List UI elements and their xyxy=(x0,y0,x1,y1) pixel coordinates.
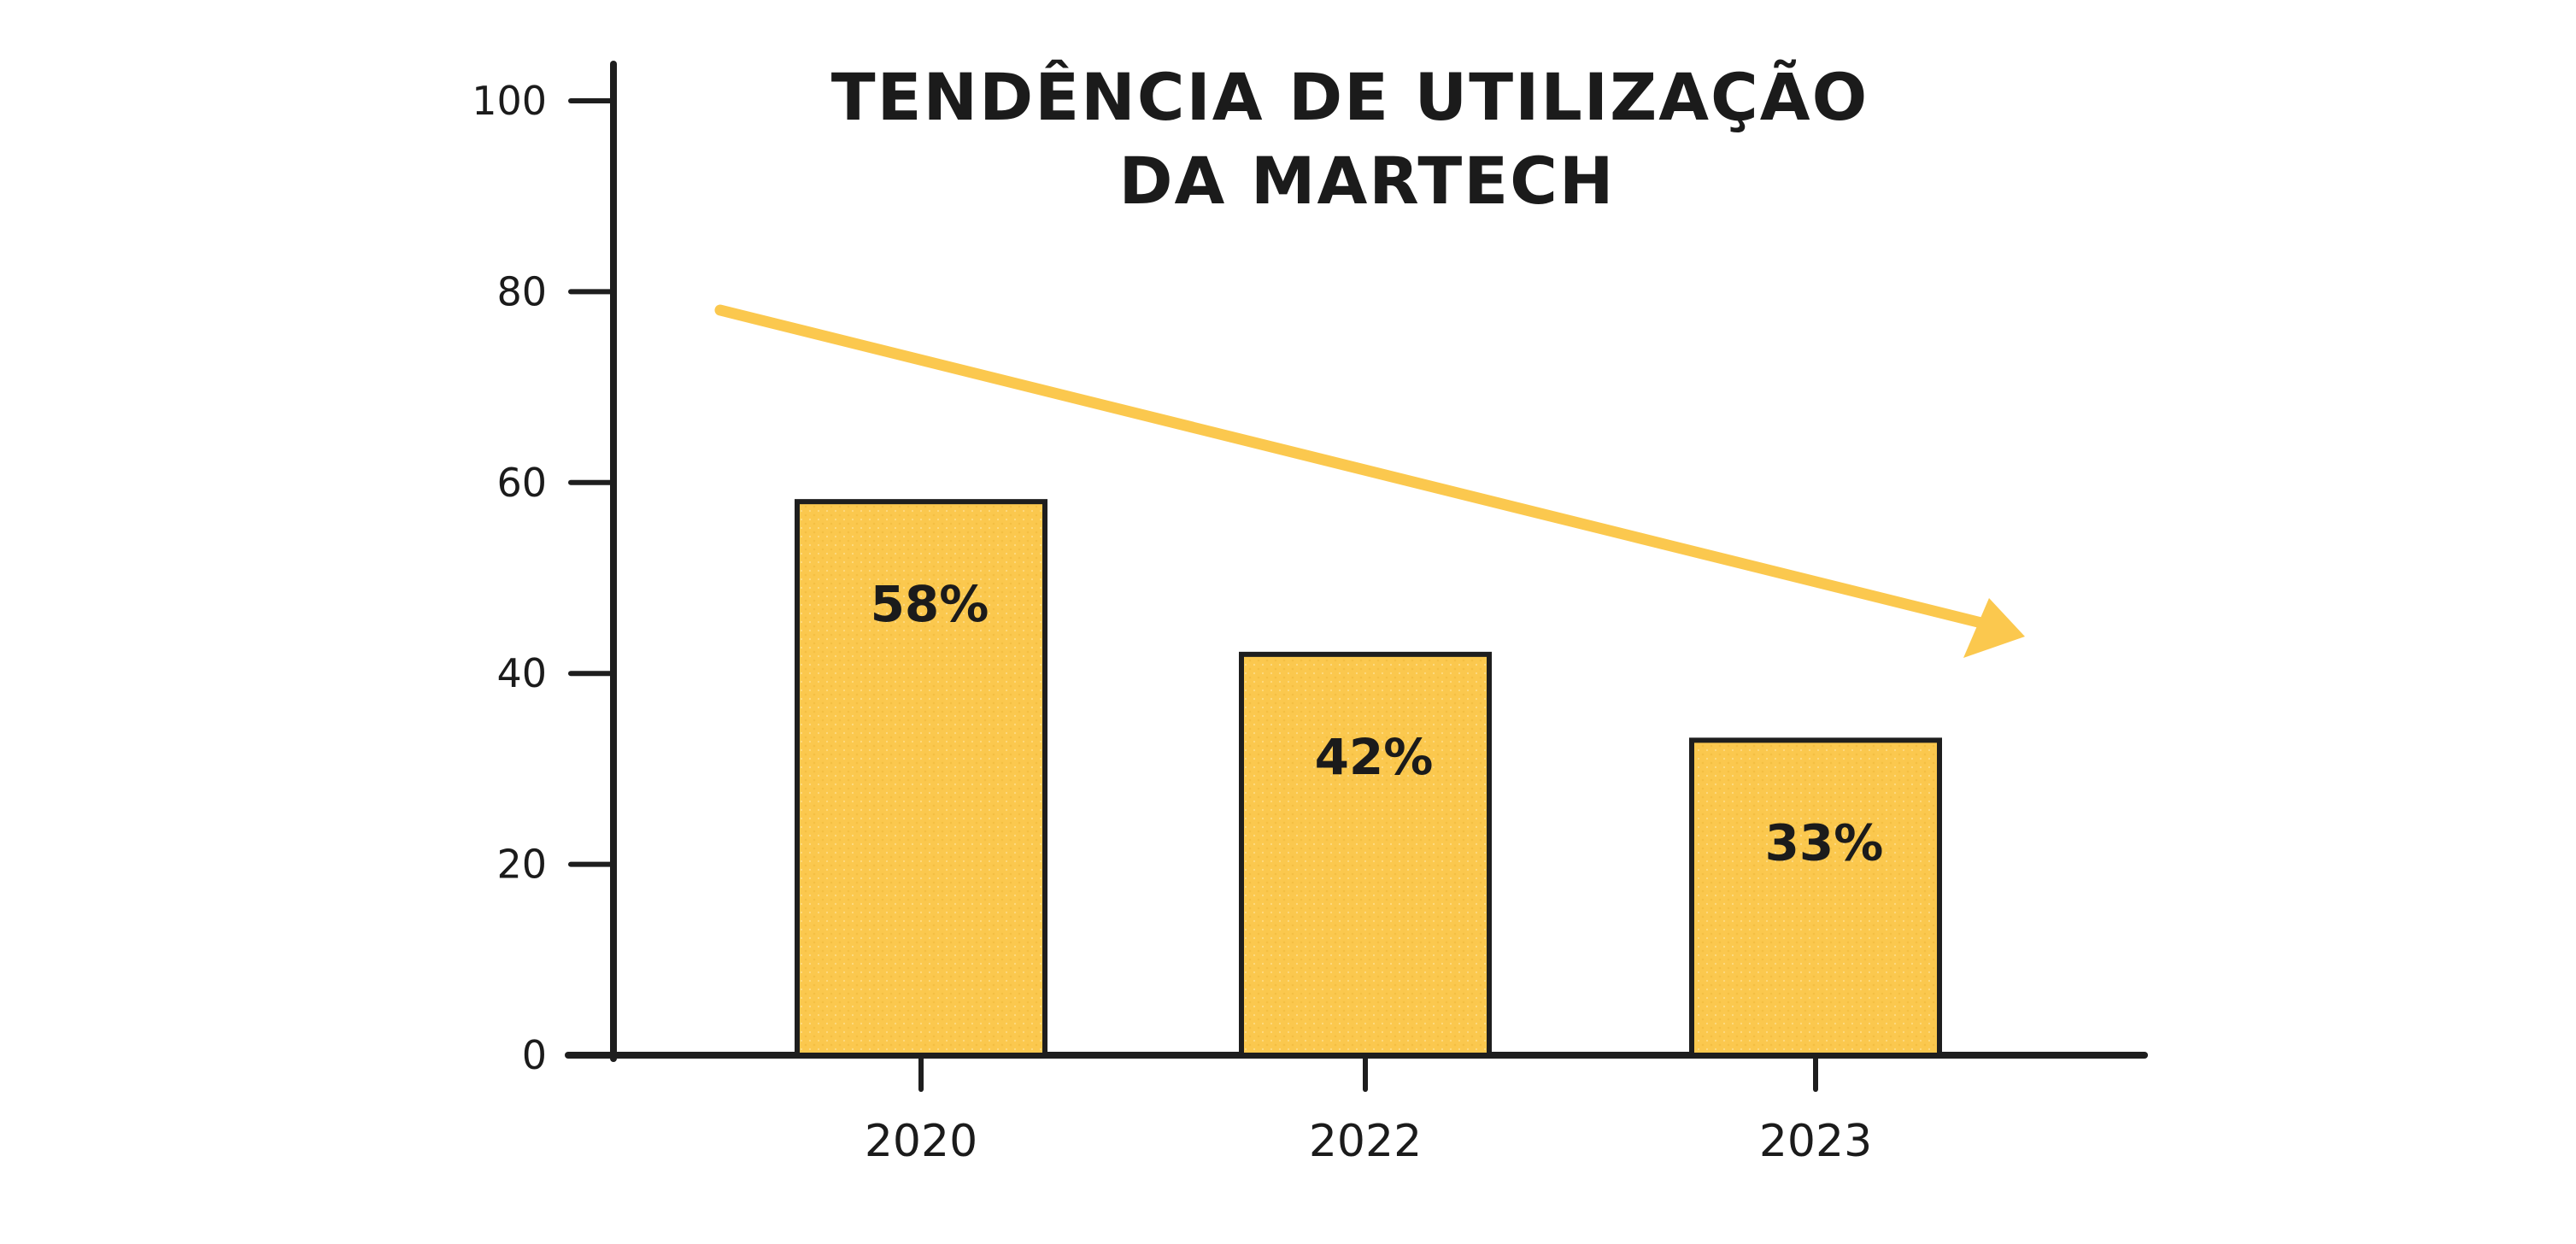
x-tick-label: 2023 xyxy=(1759,1116,1872,1167)
chart-title-line-1: TENDÊNCIA DE UTILIZAÇÃO xyxy=(831,59,1869,135)
bar-texture xyxy=(801,505,1042,1052)
y-tick-label: 20 xyxy=(496,842,547,888)
bar-value-label: 42% xyxy=(1315,728,1434,786)
y-tick-label: 80 xyxy=(496,268,547,314)
trend-arrow-line xyxy=(714,304,2001,632)
x-tick-label: 2022 xyxy=(1309,1116,1422,1167)
x-axis-ticks: 2020 2022 2023 xyxy=(865,1053,1872,1167)
trend-arrow-head xyxy=(1963,598,2025,658)
x-tick-label: 2020 xyxy=(865,1116,977,1167)
y-axis-ticks: 0 20 40 60 80 100 xyxy=(472,78,616,1078)
y-tick-label: 0 xyxy=(522,1032,547,1078)
bar-value-label: 58% xyxy=(871,575,989,633)
chart-title-line-2: DA MARTECH xyxy=(1118,143,1615,219)
y-tick-label: 100 xyxy=(472,78,547,124)
bars: 58% 42% 33% xyxy=(795,499,1942,1058)
y-tick-label: 60 xyxy=(496,460,547,506)
chart-title: TENDÊNCIA DE UTILIZAÇÃO DA MARTECH xyxy=(831,59,1869,219)
y-tick-label: 40 xyxy=(496,650,547,696)
trend-arrow-group xyxy=(714,304,2025,658)
bar-value-label: 33% xyxy=(1765,813,1884,871)
bar-texture xyxy=(1695,743,1936,1052)
bar-texture xyxy=(1245,657,1486,1052)
